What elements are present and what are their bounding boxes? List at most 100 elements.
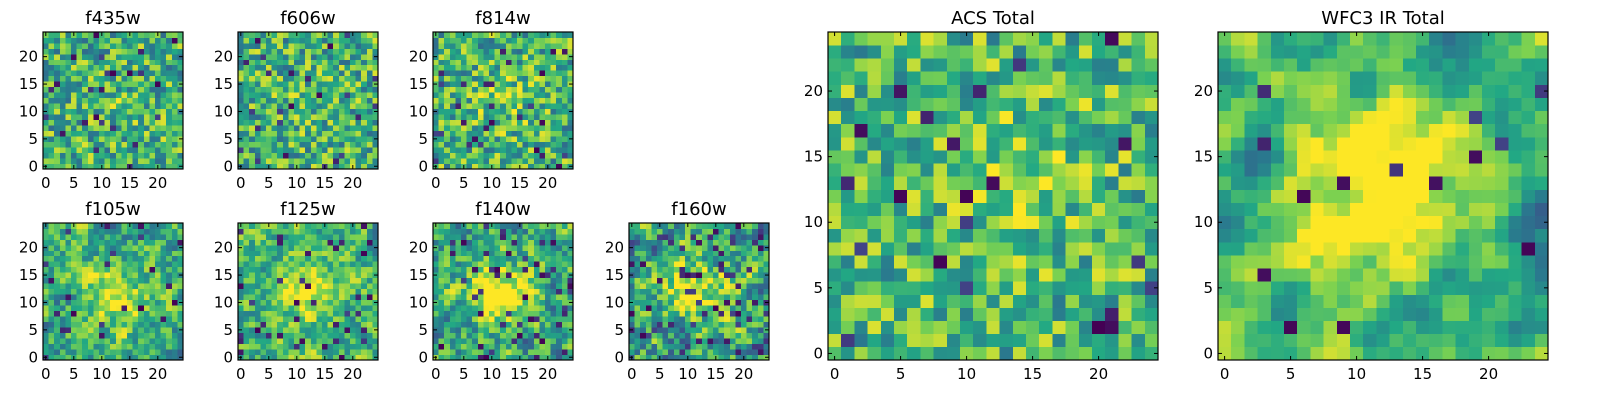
heatmap-cell <box>696 283 703 290</box>
heatmap-cell <box>93 343 100 350</box>
heatmap-cell <box>355 108 362 115</box>
heatmap-cell <box>65 37 72 44</box>
heatmap-cell <box>294 239 300 246</box>
heatmap-cell <box>651 250 658 257</box>
heatmap-cell <box>93 354 100 361</box>
heatmap-cell <box>522 332 529 339</box>
heatmap-cell <box>299 81 306 88</box>
heatmap-cell <box>327 250 334 257</box>
heatmap-cell <box>701 321 708 328</box>
heatmap-cell <box>854 163 868 177</box>
heatmap-cell <box>1065 320 1080 335</box>
heatmap-cell <box>880 176 895 190</box>
heatmap-cell <box>322 343 328 350</box>
heatmap-cell <box>455 108 462 115</box>
heatmap-cell <box>1144 255 1159 269</box>
heatmap-cell <box>461 343 467 350</box>
heatmap-cell <box>668 299 675 306</box>
heatmap-cell <box>132 310 139 317</box>
heatmap-cell <box>561 244 568 251</box>
heatmap-cell <box>449 32 456 38</box>
heatmap-cell <box>87 343 94 350</box>
heatmap-cell <box>171 233 178 240</box>
heatmap-cell <box>662 288 669 295</box>
heatmap-cell <box>438 223 445 229</box>
heatmap-cell <box>489 305 495 312</box>
heatmap-cell <box>455 244 462 251</box>
heatmap-cell <box>567 233 574 240</box>
heatmap-cell <box>986 241 1000 256</box>
heatmap-cell <box>433 125 439 131</box>
heatmap-cell <box>461 108 467 115</box>
heatmap-cell <box>355 130 362 137</box>
heatmap-cell <box>366 163 373 170</box>
heatmap-cell <box>121 42 128 49</box>
heatmap-cell <box>277 343 284 350</box>
heatmap-cell <box>500 349 507 355</box>
heatmap-cell <box>243 64 250 71</box>
heatmap-cell <box>294 277 300 284</box>
heatmap-cell <box>539 114 546 121</box>
heatmap-cell <box>651 223 658 229</box>
heatmap-cell <box>763 294 770 301</box>
heatmap-cell <box>59 108 66 115</box>
heatmap-cell <box>1012 294 1027 308</box>
heatmap-cell <box>640 244 647 251</box>
heatmap-cell <box>294 125 300 131</box>
heatmap-cell <box>433 266 439 273</box>
heatmap-cell <box>155 81 161 88</box>
heatmap-cell <box>735 283 742 290</box>
heatmap-cell <box>71 288 77 295</box>
heatmap-cell <box>449 119 456 126</box>
heatmap-cell <box>500 266 507 273</box>
heatmap-cell <box>867 228 882 243</box>
heatmap-cell <box>322 272 328 279</box>
heatmap-cell <box>305 125 312 131</box>
heatmap-cell <box>127 108 133 115</box>
heatmap-cell <box>310 316 317 322</box>
heatmap-cell <box>54 119 61 126</box>
heatmap-cell <box>757 332 764 339</box>
heatmap-cell <box>104 261 111 268</box>
heatmap-cell <box>132 108 139 115</box>
heatmap-cell <box>282 136 289 142</box>
heatmap-cell <box>679 239 686 246</box>
heatmap-cell <box>171 130 178 137</box>
heatmap-cell <box>500 97 507 104</box>
heatmap-cell <box>127 338 133 344</box>
heatmap-cell <box>629 261 635 268</box>
heatmap-cell <box>149 81 156 88</box>
heatmap-cell <box>828 307 842 321</box>
heatmap-cell <box>517 233 523 240</box>
heatmap-cell <box>517 114 523 121</box>
heatmap-cell <box>973 346 987 361</box>
heatmap-cell <box>735 332 742 339</box>
heatmap-cell <box>127 250 133 257</box>
heatmap-cell <box>657 233 663 240</box>
heatmap-cell <box>372 288 379 295</box>
heatmap-cell <box>294 261 300 268</box>
heatmap-cell <box>361 125 368 131</box>
heatmap-cell <box>1012 268 1027 282</box>
heatmap-cell <box>143 97 150 104</box>
heatmap-cell <box>238 255 244 262</box>
heatmap-cell <box>333 32 340 38</box>
heatmap-cell <box>907 346 921 361</box>
heatmap-cell <box>104 233 111 240</box>
heatmap-cell <box>1026 333 1040 348</box>
heatmap-cell <box>350 255 356 262</box>
heatmap-cell <box>87 321 94 328</box>
heatmap-cell <box>361 86 368 93</box>
heatmap-cell <box>489 136 495 142</box>
heatmap-cell <box>455 255 462 262</box>
heatmap-cell <box>438 316 445 322</box>
heatmap-cell <box>477 53 484 60</box>
heatmap-cell <box>71 59 77 66</box>
heatmap-cell <box>724 299 731 306</box>
heatmap-cell <box>505 81 512 88</box>
heatmap-cell <box>316 86 323 93</box>
heatmap-cell <box>449 42 456 49</box>
heatmap-cell <box>477 81 484 88</box>
heatmap-cell <box>249 310 256 317</box>
heatmap-cell <box>539 338 546 344</box>
